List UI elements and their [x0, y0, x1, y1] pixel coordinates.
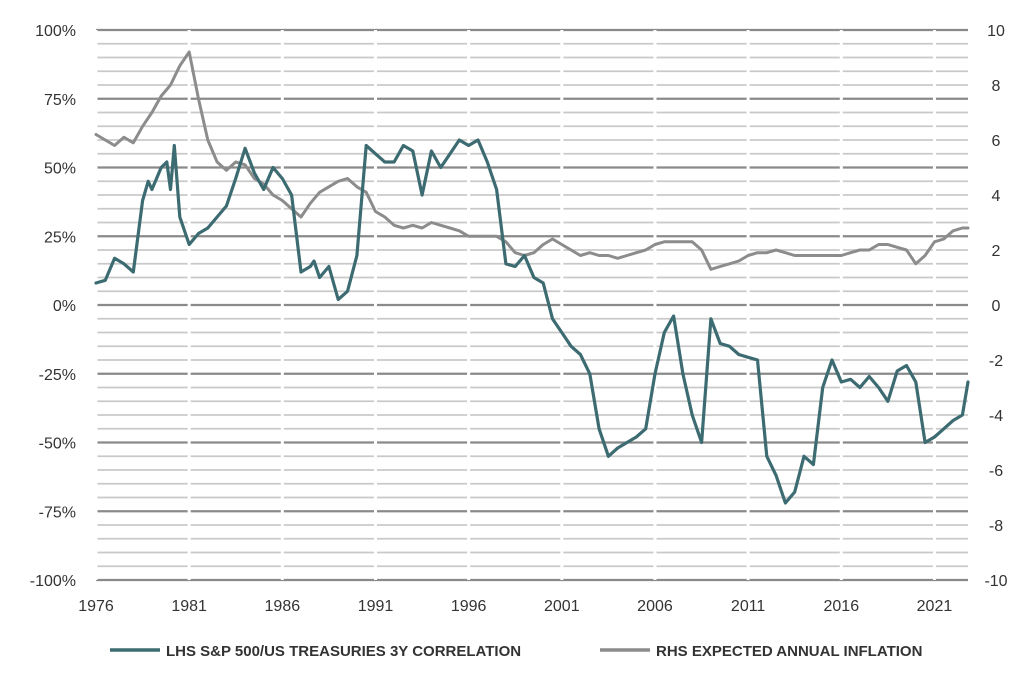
x-tick-label: 1986: [265, 598, 301, 615]
x-axis-tick-labels: 1976 1981 1986 1991 1996 2001 2006 2011 2016 2021: [78, 598, 952, 615]
right-tick-label: 6: [992, 133, 1001, 150]
legend-label-inflation: RHS EXPECTED ANNUAL INFLATION: [656, 643, 922, 660]
left-axis-tick-labels: 100% 75% 50% 25% 0% -25% -50% -75% -100%: [30, 23, 76, 590]
x-tick-label: 2021: [917, 598, 953, 615]
right-tick-label: -2: [989, 353, 1003, 370]
right-tick-label: -4: [989, 408, 1003, 425]
right-tick-label: -8: [989, 518, 1003, 535]
gridlines: [94, 28, 968, 582]
right-tick-label: 8: [992, 78, 1001, 95]
left-tick-label: 75%: [44, 92, 76, 109]
x-tick-label: 1976: [78, 598, 114, 615]
right-axis-tick-labels: 10 8 6 4 2 0 -2 -4 -6 -8 -10: [984, 23, 1007, 590]
right-tick-label: 2: [992, 243, 1001, 260]
series-line-inflation: [94, 50, 970, 271]
legend: LHS S&P 500/US TREASURIES 3Y CORRELATION…: [110, 643, 922, 660]
x-tick-label: 2011: [731, 598, 766, 615]
series: [94, 50, 970, 505]
x-tick-label: 1981: [171, 598, 207, 615]
x-tick-label: 2006: [637, 598, 673, 615]
left-tick-label: -25%: [39, 367, 76, 384]
right-tick-label: 4: [992, 188, 1001, 205]
left-tick-label: 100%: [35, 23, 76, 40]
x-tick-label: 1996: [451, 598, 487, 615]
x-tick-label: 1991: [358, 598, 394, 615]
left-tick-label: -100%: [30, 573, 76, 590]
left-tick-label: 50%: [44, 161, 76, 178]
right-tick-label: 0: [992, 298, 1001, 315]
series-line-correlation: [94, 138, 970, 505]
left-tick-label: 25%: [44, 229, 76, 246]
x-tick-label: 2001: [544, 598, 580, 615]
left-tick-label: -50%: [39, 436, 76, 453]
right-tick-label: -10: [984, 573, 1007, 590]
left-tick-label: -75%: [39, 504, 76, 521]
right-tick-label: 10: [987, 23, 1005, 40]
left-tick-label: 0%: [53, 298, 76, 315]
right-tick-label: -6: [989, 463, 1003, 480]
legend-label-correlation: LHS S&P 500/US TREASURIES 3Y CORRELATION: [166, 643, 521, 660]
x-tick-label: 2016: [824, 598, 860, 615]
